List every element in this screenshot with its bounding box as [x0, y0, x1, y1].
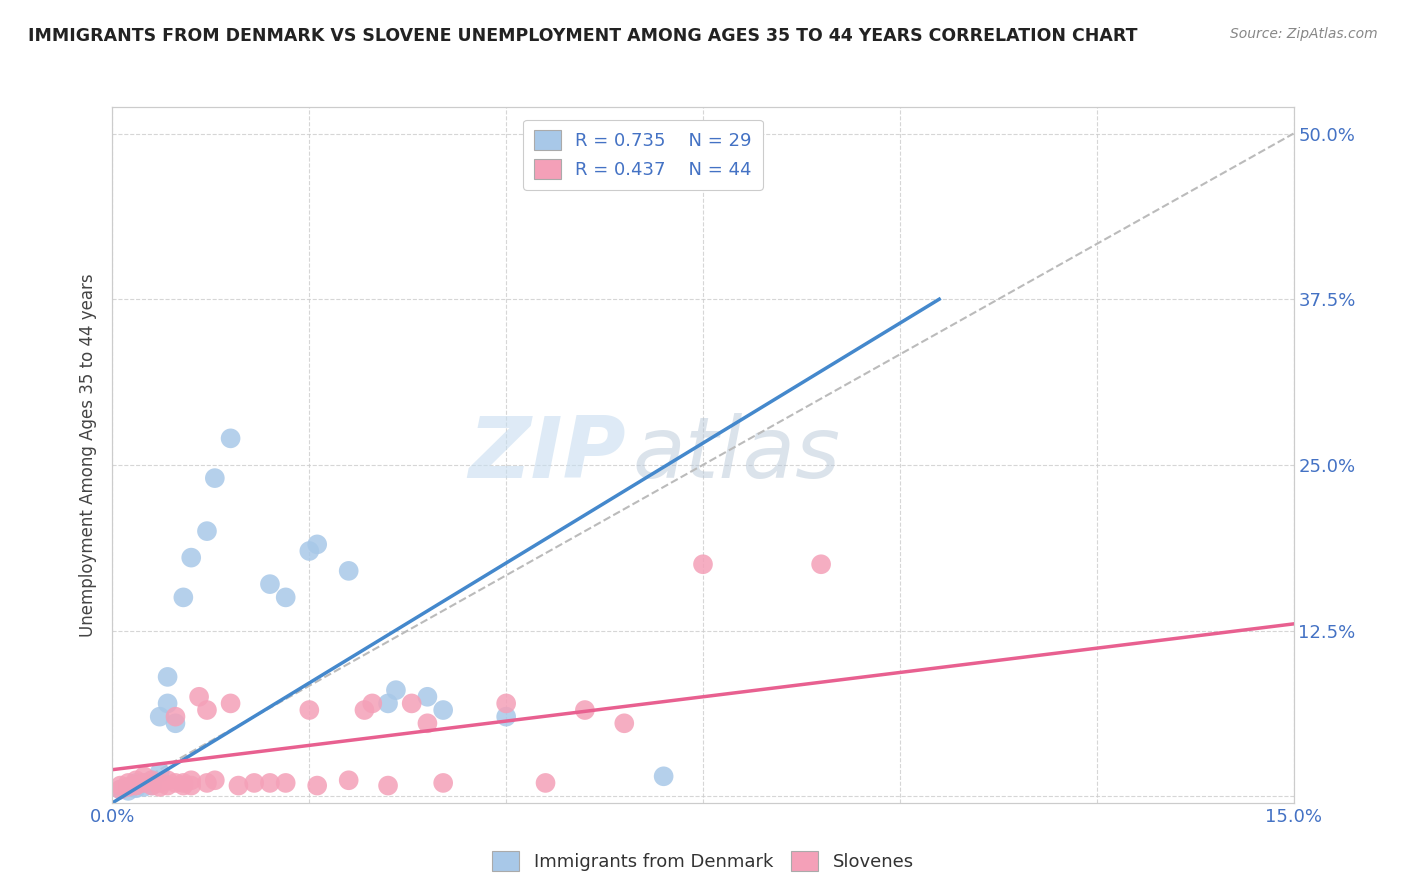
Point — [243, 776, 266, 790]
Point — [132, 780, 155, 794]
Point — [180, 773, 202, 788]
Point — [165, 716, 187, 731]
Point — [353, 703, 375, 717]
Point — [132, 776, 155, 790]
Point — [228, 779, 250, 793]
Point — [495, 697, 517, 711]
Point — [156, 697, 179, 711]
Point — [141, 773, 163, 788]
Point — [259, 577, 281, 591]
Point — [149, 709, 172, 723]
Point — [652, 769, 675, 783]
Point — [219, 697, 242, 711]
Point — [165, 709, 187, 723]
Legend: R = 0.735    N = 29, R = 0.437    N = 44: R = 0.735 N = 29, R = 0.437 N = 44 — [523, 120, 763, 190]
Point — [125, 773, 148, 788]
Point — [117, 784, 139, 798]
Point — [298, 703, 321, 717]
Point — [385, 683, 408, 698]
Point — [810, 558, 832, 572]
Y-axis label: Unemployment Among Ages 35 to 44 years: Unemployment Among Ages 35 to 44 years — [79, 273, 97, 637]
Point — [149, 765, 172, 780]
Point — [172, 591, 194, 605]
Point — [259, 776, 281, 790]
Point — [274, 776, 297, 790]
Point — [149, 780, 172, 794]
Text: Source: ZipAtlas.com: Source: ZipAtlas.com — [1230, 27, 1378, 41]
Point — [195, 776, 218, 790]
Point — [204, 773, 226, 788]
Point — [613, 716, 636, 731]
Point — [141, 779, 163, 793]
Point — [219, 431, 242, 445]
Point — [195, 703, 218, 717]
Point — [195, 524, 218, 538]
Point — [117, 780, 139, 794]
Point — [156, 773, 179, 788]
Point — [432, 776, 454, 790]
Point — [165, 776, 187, 790]
Point — [574, 703, 596, 717]
Point — [377, 697, 399, 711]
Point — [141, 779, 163, 793]
Text: atlas: atlas — [633, 413, 841, 497]
Point — [141, 773, 163, 788]
Point — [307, 537, 329, 551]
Point — [180, 779, 202, 793]
Point — [188, 690, 211, 704]
Point — [172, 779, 194, 793]
Point — [110, 782, 132, 797]
Legend: Immigrants from Denmark, Slovenes: Immigrants from Denmark, Slovenes — [485, 844, 921, 879]
Point — [110, 782, 132, 797]
Point — [125, 779, 148, 793]
Point — [337, 773, 360, 788]
Point — [692, 558, 714, 572]
Point — [110, 779, 132, 793]
Point — [274, 591, 297, 605]
Point — [361, 697, 384, 711]
Point — [337, 564, 360, 578]
Point — [180, 550, 202, 565]
Point — [149, 776, 172, 790]
Point — [132, 776, 155, 790]
Point — [534, 776, 557, 790]
Point — [117, 776, 139, 790]
Point — [125, 781, 148, 796]
Point — [132, 769, 155, 783]
Point — [401, 697, 423, 711]
Point — [432, 703, 454, 717]
Point — [298, 544, 321, 558]
Point — [204, 471, 226, 485]
Point — [156, 670, 179, 684]
Point — [416, 716, 439, 731]
Point — [125, 776, 148, 790]
Text: IMMIGRANTS FROM DENMARK VS SLOVENE UNEMPLOYMENT AMONG AGES 35 TO 44 YEARS CORREL: IMMIGRANTS FROM DENMARK VS SLOVENE UNEMP… — [28, 27, 1137, 45]
Point — [156, 779, 179, 793]
Text: ZIP: ZIP — [468, 413, 626, 497]
Point — [495, 709, 517, 723]
Point — [172, 776, 194, 790]
Point — [377, 779, 399, 793]
Point — [307, 779, 329, 793]
Point — [416, 690, 439, 704]
